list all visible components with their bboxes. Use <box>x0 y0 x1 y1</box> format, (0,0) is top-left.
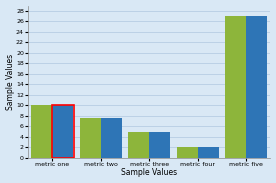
Bar <box>128 132 149 158</box>
Y-axis label: Sample Values: Sample Values <box>6 54 15 110</box>
Bar <box>52 105 74 158</box>
Bar <box>31 105 52 158</box>
Bar <box>80 118 101 158</box>
Bar <box>198 147 219 158</box>
Bar <box>225 16 246 158</box>
Bar <box>246 16 267 158</box>
Bar <box>101 118 122 158</box>
Bar <box>149 132 170 158</box>
Bar <box>52 105 73 158</box>
Bar <box>177 147 198 158</box>
X-axis label: Sample Values: Sample Values <box>121 168 177 178</box>
